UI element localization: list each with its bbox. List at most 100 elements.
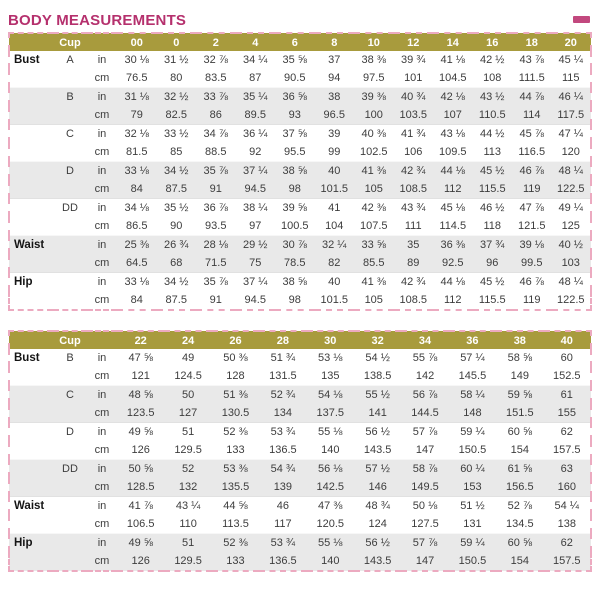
measurement-value: 105 [354,180,394,199]
measurement-value: 115.5 [473,291,513,310]
cup-letter: C [66,128,74,140]
unit-label: in [97,500,107,512]
measurement-value: 51 [181,426,195,438]
table-row: cm 126 129.5 133 136.5 140 143.5 147 150.5 154 157… [9,552,591,571]
measurement-value: 56 ⅛ [306,459,354,478]
measurement-value: 89.5 [235,106,275,125]
measurement-value: 76.5 [117,69,157,88]
measurement-value: 44 ⅛ [440,276,465,288]
measurement-value: 42 ½ [480,54,505,66]
measurement-value: 54 ¾ [259,459,307,478]
measurement-value: 35 [393,235,433,254]
unit-label: in [87,459,117,478]
measurement-value: 103 [551,254,591,273]
measurement-value: 127 [164,404,212,423]
measurement-value: 160 [543,478,591,497]
measurement-value: 41 ⅛ [440,54,465,66]
table-row: cm 84 87.5 91 94.5 98 101.5 105 108.5 112 115.5 119… [9,180,591,199]
size-column-header: 26 [211,331,260,349]
measurement-value: 57 ⅞ [401,533,449,552]
size-column-header: 4 [235,33,275,51]
measurement-value: 84 [117,291,157,310]
measurement-value: 61 [543,385,591,404]
measurement-value: 133 [212,441,259,460]
measurement-value: 92.5 [433,254,473,273]
measurement-value: 98 [275,180,315,199]
measurement-value: 104 [315,217,355,236]
measurement-value: 141 [353,404,402,423]
measurement-label [9,125,53,144]
measurement-value: 40 ⅜ [361,128,386,140]
measurement-value: 121 [117,367,164,386]
measurement-value: 38 ⅝ [282,276,307,288]
size-table-header: Cup 22 24 26 28 30 32 34 36 38 40 [9,331,591,349]
measurement-value: 34 ⅞ [203,128,228,140]
measurement-value: 53 ¾ [270,426,296,438]
measurement-value: 121.5 [512,217,552,236]
measurement-value: 139 [259,478,307,497]
measurement-value: 40 ½ [551,235,591,254]
table-row: Waist in 25 ⅜ 26 ¾ 28 ⅛ 29 ½ 30 ⅞ 32 ¼ 33 ⅝ 35 36 … [9,235,591,254]
measurement-value: 145.5 [449,367,496,386]
measurement-value: 92 [236,143,276,162]
measurement-value: 29 ½ [235,235,275,254]
measurement-value: 53 ⅛ [318,352,343,364]
size-column-header: 8 [314,33,354,51]
cup-letter: A [66,54,74,66]
unit-label: in [87,161,117,180]
measurement-value: 100.5 [275,217,315,236]
measurement-label: Hip [9,533,53,552]
unit-label: in [97,54,107,66]
measurement-value: 122.5 [551,180,591,199]
measurement-label [9,291,53,310]
measurement-value: 32 ½ [156,87,196,106]
unit-label: in [97,202,107,214]
size-column-header: 28 [259,331,307,349]
measurement-value: 108.5 [394,291,434,310]
measurement-value: 50 ⅛ [412,500,438,512]
cup-letter [53,69,87,88]
measurement-value: 103.5 [393,106,433,125]
table-row: DD in 34 ⅛ 35 ½ 36 ⅞ 38 ¼ 39 ⅝ 41 42 ⅜ 43 ¾ 45 ⅛ 46… [9,199,591,218]
measurement-value: 123.5 [117,404,165,423]
measurement-label [9,385,53,404]
measurement-value: 147 [401,552,449,571]
measurement-value: 85.5 [354,254,394,273]
measurement-value: 47 ¼ [558,128,583,140]
cup-letter [53,180,87,199]
measurement-value: 99 [315,143,355,162]
measurement-value: 51 ½ [460,500,485,512]
measurement-value: 81.5 [117,143,157,162]
size-column-header: 22 [117,331,165,349]
measurement-value: 101.5 [315,291,355,310]
measurement-value: 142 [401,367,448,386]
measurement-value: 51 ¾ [270,352,296,364]
measurement-value: 154 [496,552,544,571]
measurement-value: 41 [328,202,341,214]
measurement-value: 55 ⅞ [412,352,438,364]
measurement-value: 101 [394,69,434,88]
measurement-value: 113 [473,143,513,162]
measurement-value: 106 [394,143,434,162]
measurement-value: 71.5 [196,254,236,273]
measurement-label [9,441,53,460]
measurement-value: 157.5 [544,441,591,460]
measurement-value: 127.5 [401,515,448,534]
unit-label: in [97,352,107,364]
measurement-value: 134 [259,404,307,423]
measurement-value: 39 ¾ [401,54,426,66]
measurement-value: 106.5 [117,515,164,534]
measurement-value: 38 [314,87,354,106]
table-row: cm 84 87.5 91 94.5 98 101.5 105 108.5 112 115.5 119… [9,291,591,310]
cup-letter [53,217,87,236]
measurement-value: 59 ⅝ [496,385,544,404]
measurement-value: 55 ½ [353,385,402,404]
measurement-label [9,404,53,423]
measurement-value: 94.5 [236,291,276,310]
measurement-value: 56 ½ [365,426,390,438]
table-row: cm 79 82.5 86 89.5 93 96.5 100 103.5 107 110.5 114 1… [9,106,591,125]
measurement-value: 96 [472,254,512,273]
